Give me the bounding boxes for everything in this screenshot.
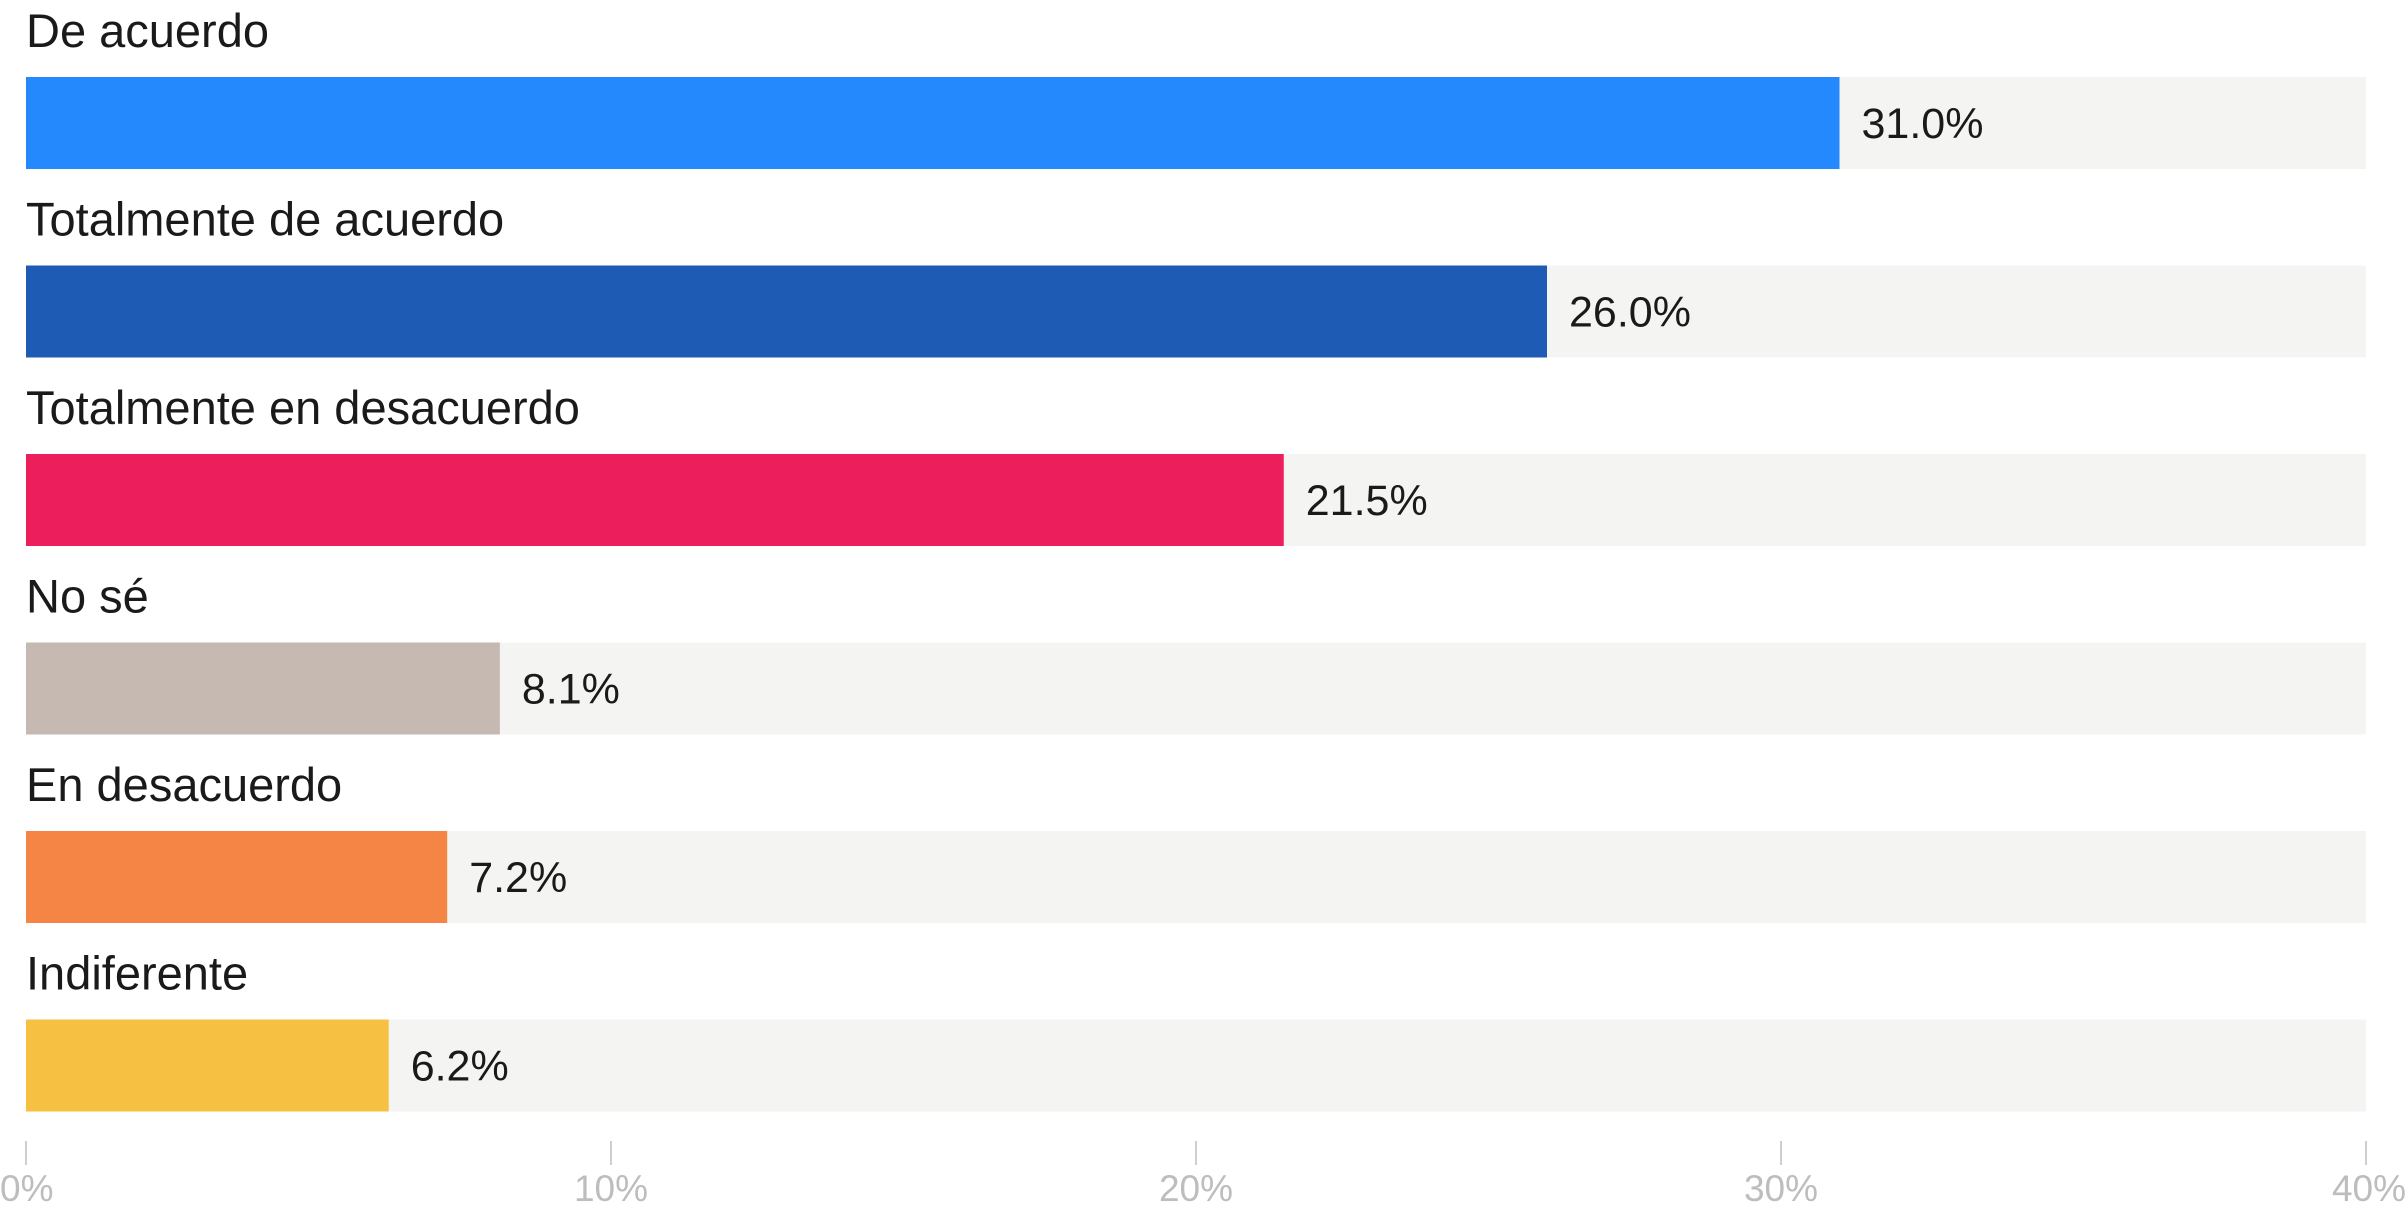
bar: [26, 265, 1547, 358]
x-tick-label: 10%: [574, 1168, 648, 1209]
bar-row: En desacuerdo 7.2%: [26, 758, 2366, 923]
bar: [26, 831, 448, 923]
value-label: 7.2%: [469, 854, 567, 902]
category-label: Totalmente de acuerdo: [26, 193, 504, 246]
bar-row: De acuerdo 31.0%: [26, 4, 2366, 169]
bar: [26, 1019, 389, 1112]
x-tick-label: 40%: [2332, 1168, 2406, 1209]
bar: [26, 642, 500, 735]
category-label: Totalmente en desacuerdo: [26, 381, 580, 434]
value-label: 26.0%: [1569, 289, 1691, 337]
bar-row: Totalmente de acuerdo 26.0%: [26, 193, 2366, 358]
x-tick-label: 0%: [0, 1168, 53, 1209]
bar-row: Totalmente en desacuerdo 21.5%: [26, 381, 2366, 546]
value-label: 8.1%: [522, 666, 620, 714]
value-label: 21.5%: [1306, 477, 1428, 525]
x-axis: 0% 10% 20% 30% 40%: [0, 1141, 2406, 1209]
category-label: En desacuerdo: [26, 758, 342, 811]
x-tick-label: 20%: [1159, 1168, 1233, 1209]
bar-row: No sé 8.1%: [26, 570, 2366, 735]
bar: [26, 454, 1284, 546]
x-tick-label: 30%: [1744, 1168, 1818, 1209]
value-label: 31.0%: [1862, 100, 1984, 148]
bars-layer: De acuerdo 31.0% Totalmente de acuerdo 26.0…: [26, 4, 2366, 1112]
value-label: 6.2%: [411, 1043, 509, 1091]
bar-row: Indiferente 6.2%: [26, 947, 2366, 1112]
bar: [26, 77, 1840, 169]
category-label: Indiferente: [26, 947, 248, 1000]
category-label: No sé: [26, 570, 149, 623]
bar-track: [26, 1019, 2366, 1112]
category-label: De acuerdo: [26, 4, 269, 57]
